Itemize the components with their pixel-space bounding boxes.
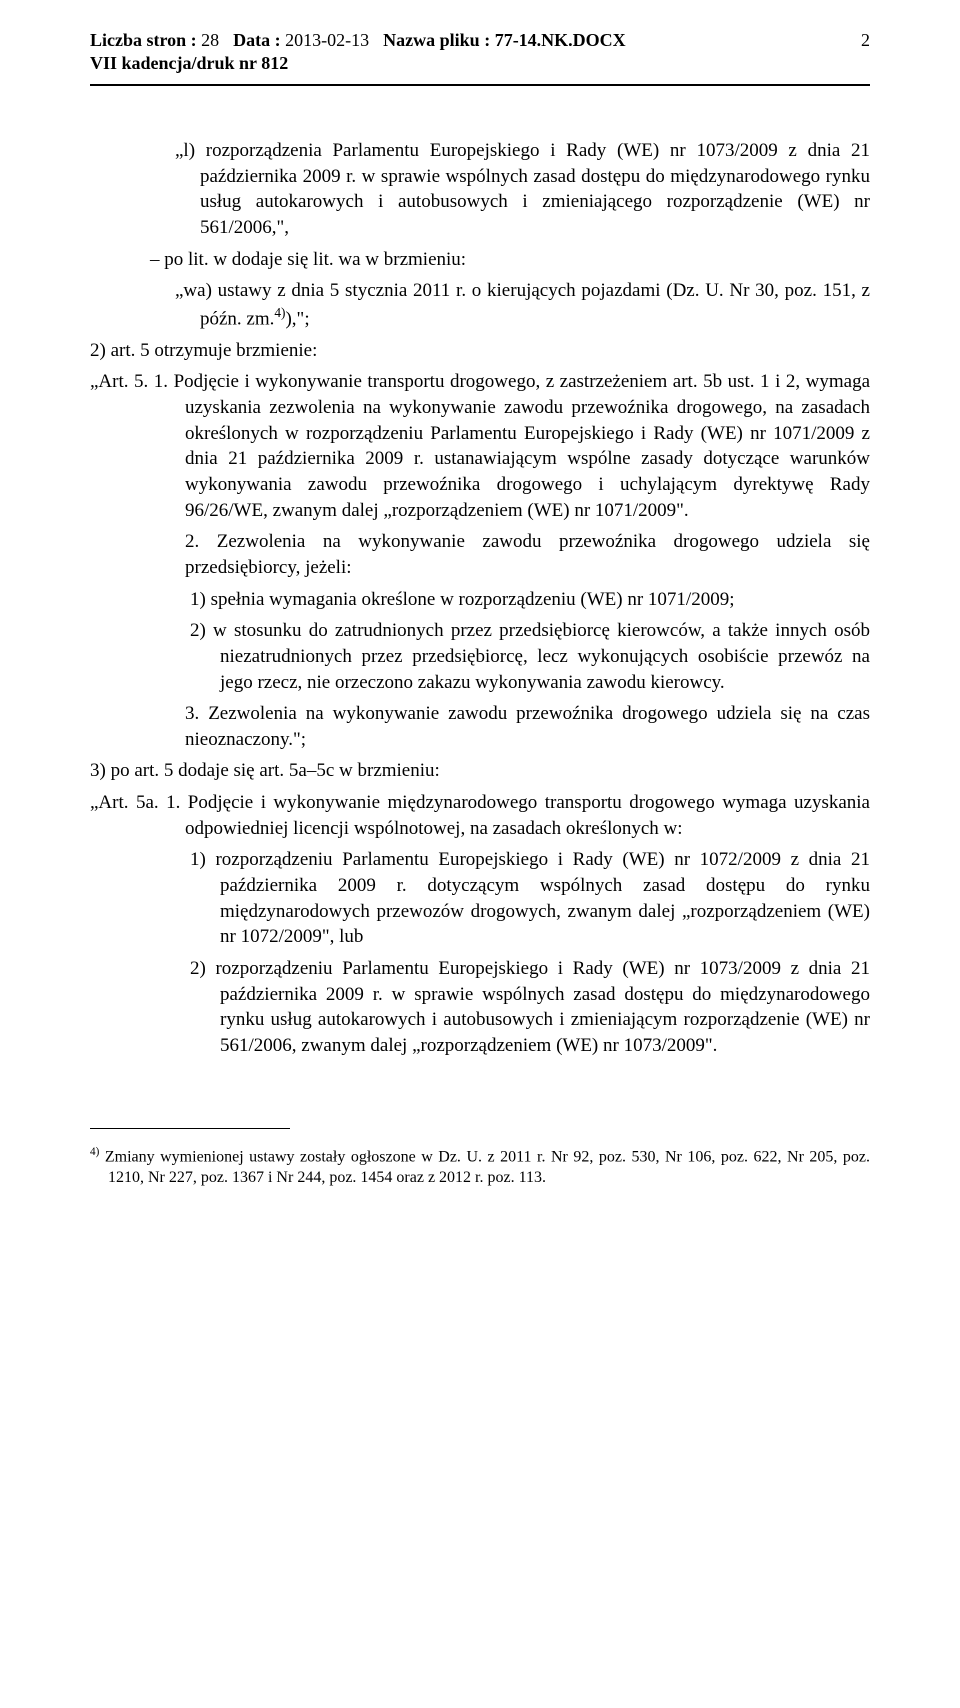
header-rule (90, 84, 870, 86)
paragraph: „wa) ustawy z dnia 5 stycznia 2011 r. o … (200, 278, 870, 332)
article-paragraph: 2. Zezwolenia na wykonywanie zawodu prze… (185, 529, 870, 580)
article-paragraph: 3. Zezwolenia na wykonywanie zawodu prze… (185, 701, 870, 752)
footnote-rule (90, 1128, 290, 1129)
article-paragraph: „Art. 5a. 1. Podjęcie i wykonywanie międ… (185, 790, 870, 841)
header-top-line: Liczba stron : 28 Data : 2013-02-13 Nazw… (90, 30, 870, 51)
date-label: Data : 2013-02-13 (233, 30, 369, 51)
paragraph: 3) po art. 5 dodaje się art. 5a–5c w brz… (90, 758, 870, 784)
document-body: „l) rozporządzenia Parlamentu Europejski… (90, 116, 870, 1058)
header-subtitle: VII kadencja/druk nr 812 (90, 53, 870, 74)
paragraph: 2) art. 5 otrzymuje brzmienie: (90, 338, 870, 364)
article-numbered-item: 1) spełnia wymagania określone w rozporz… (220, 587, 870, 613)
page-number: 2 (861, 30, 870, 51)
filename-label: Nazwa pliku : 77-14.NK.DOCX (383, 30, 626, 51)
article-numbered-item: 2) rozporządzeniu Parlamentu Europejskie… (220, 956, 870, 1059)
paragraph: „l) rozporządzenia Parlamentu Europejski… (200, 138, 870, 241)
paragraph: – po lit. w dodaje się lit. wa w brzmien… (175, 247, 870, 273)
article-numbered-item: 2) w stosunku do zatrudnionych przez prz… (220, 618, 870, 695)
document-page: Liczba stron : 28 Data : 2013-02-13 Nazw… (0, 0, 960, 1244)
article-numbered-item: 1) rozporządzeniu Parlamentu Europejskie… (220, 847, 870, 950)
footnote: 4) Zmiany wymienionej ustawy zostały ogł… (108, 1145, 870, 1187)
pages-label: Liczba stron : 28 (90, 30, 219, 51)
article-paragraph: „Art. 5. 1. Podjęcie i wykonywanie trans… (185, 369, 870, 523)
